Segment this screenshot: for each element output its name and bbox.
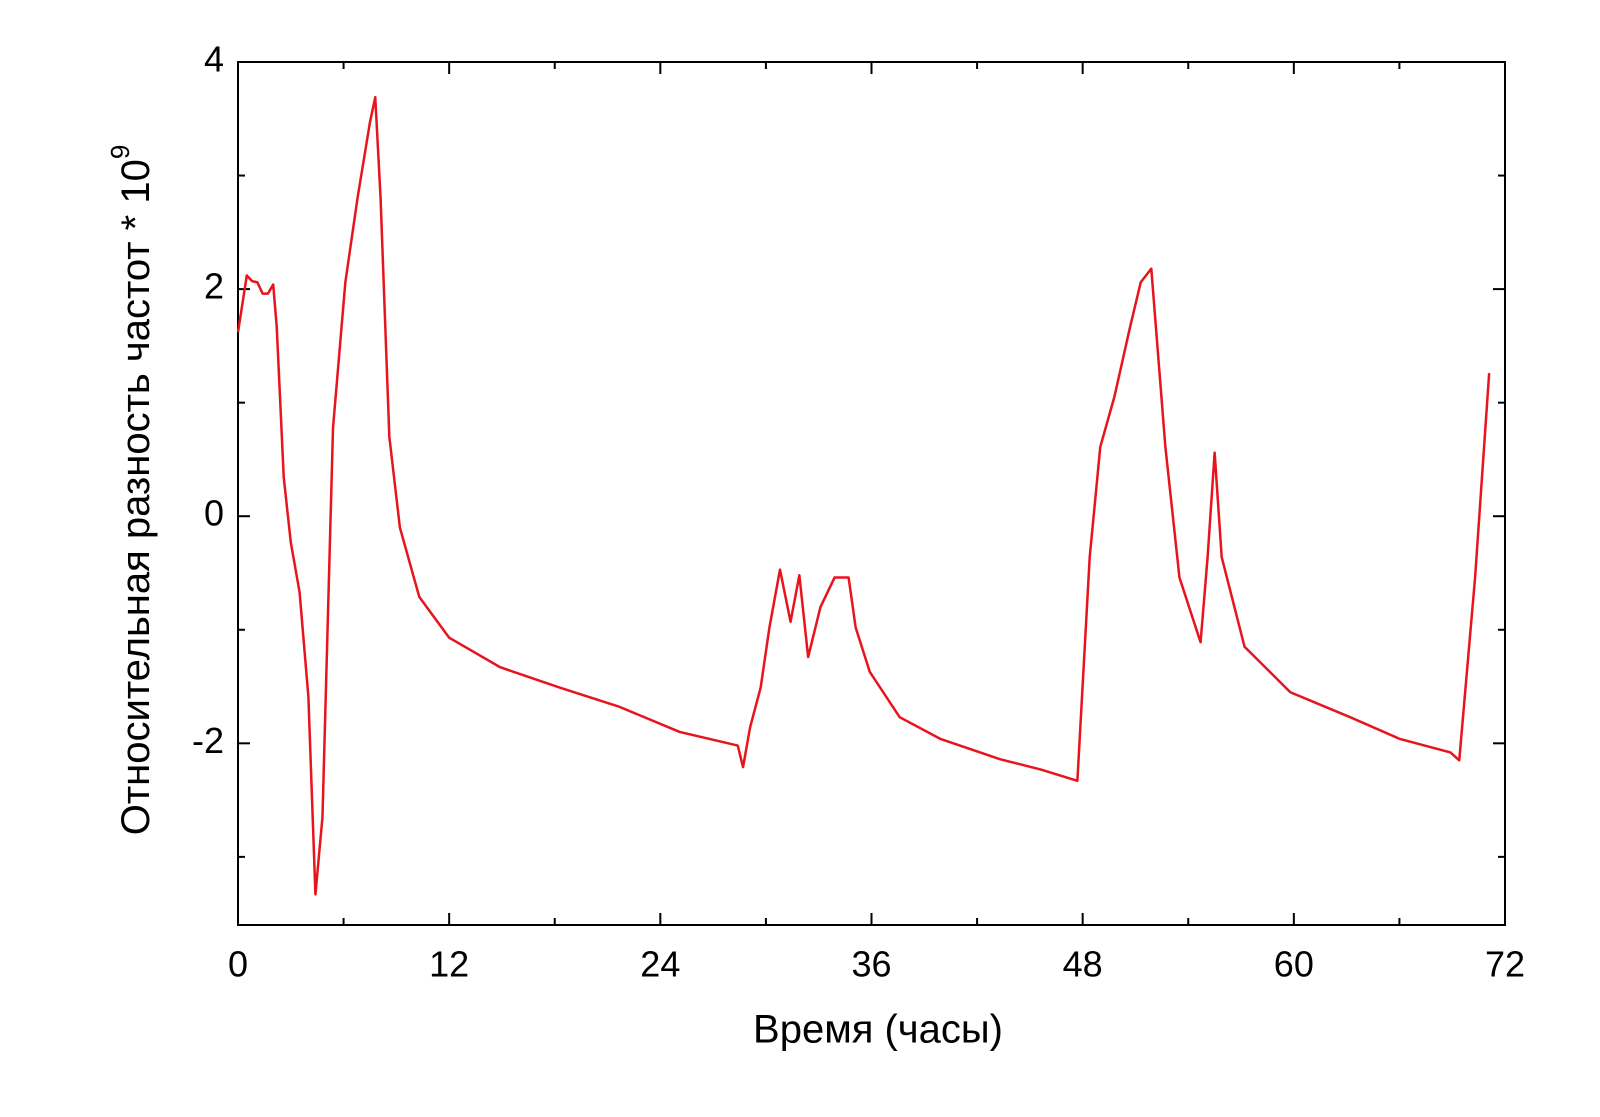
- y-axis-label-exponent: 9: [105, 145, 135, 159]
- x-axis-label: Время (часы): [753, 1008, 1003, 1052]
- x-tick-label: 48: [1063, 944, 1103, 985]
- y-tick-label: 4: [204, 39, 224, 80]
- data-line: [236, 95, 1491, 896]
- plot-frame: [237, 61, 1506, 926]
- x-tick-label: 60: [1274, 944, 1314, 985]
- y-axis-label-text: Относительная разность частот * 10: [114, 159, 158, 835]
- x-tick-label: 24: [640, 944, 680, 985]
- y-tick-label: 0: [204, 493, 224, 534]
- y-tick-label: -2: [192, 720, 224, 761]
- x-tick-label: 0: [228, 944, 248, 985]
- y-tick-label: 2: [204, 266, 224, 307]
- y-axis-title: Относительная разность частот * 109: [105, 145, 158, 836]
- x-tick-label: 12: [429, 944, 469, 985]
- x-tick-label: 36: [851, 944, 891, 985]
- y-axis-label: Относительная разность частот * 109: [105, 145, 158, 836]
- x-tick-label: 72: [1485, 944, 1525, 985]
